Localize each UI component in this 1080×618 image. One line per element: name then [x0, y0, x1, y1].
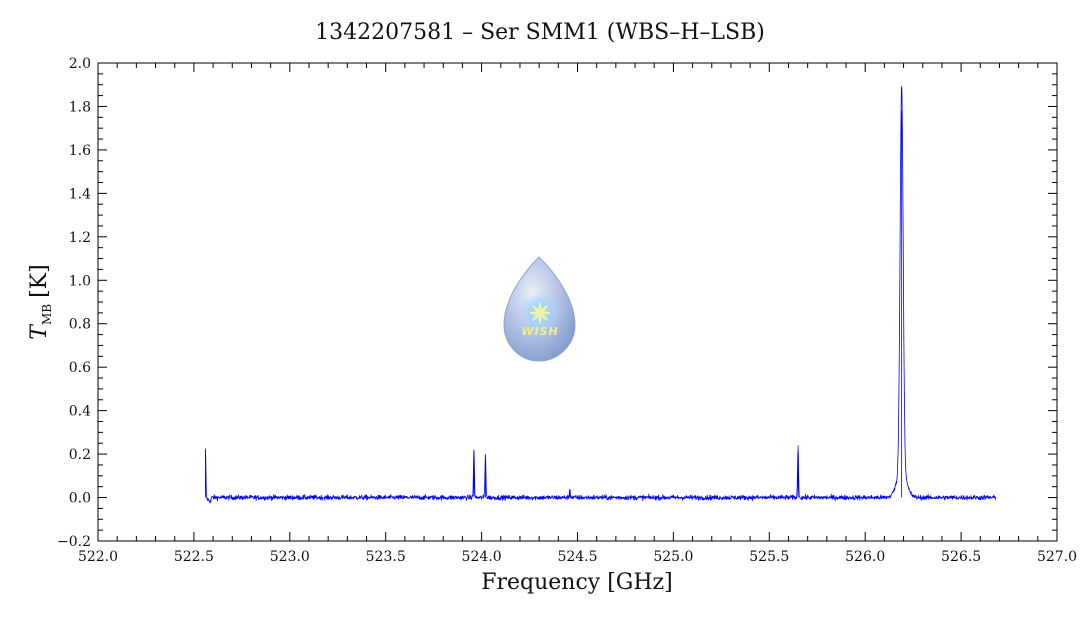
y-axis-symbol: T [27, 323, 52, 340]
x-tick-label: 524.0 [462, 549, 502, 565]
x-tick-label: 525.0 [653, 549, 693, 565]
y-tick-label: 0.2 [69, 447, 91, 463]
y-tick-labels: −0.2 0.0 0.2 0.4 0.6 0.8 1.0 1.2 1.4 1.6 1.8 2.0 [57, 56, 91, 550]
y-tick-label: 0.4 [69, 404, 91, 420]
y-axis-subscript: MB [40, 304, 54, 325]
y-tick-label: 1.0 [69, 273, 91, 289]
x-tick-label: 522.0 [78, 549, 118, 565]
y-axis-label: TMB [K] [27, 264, 54, 339]
logo-text: WISH [521, 325, 558, 338]
x-tick-label: 523.0 [270, 549, 310, 565]
y-tick-label: 1.2 [69, 230, 91, 246]
wish-logo: WISH [503, 256, 576, 362]
spectrum-line [205, 86, 997, 504]
x-tick-label: 525.5 [749, 549, 789, 565]
y-tick-label: 0.0 [69, 491, 91, 507]
y-tick-label: 0.8 [69, 317, 91, 333]
y-tick-label: 0.6 [69, 360, 91, 376]
x-tick-label: 523.5 [366, 549, 406, 565]
y-tick-label: 2.0 [69, 56, 91, 72]
y-tick-label: −0.2 [57, 534, 91, 550]
y-axis-unit: [K] [27, 264, 52, 298]
plot-frame [97, 62, 1058, 542]
chart-title: 1342207581 – Ser SMM1 (WBS–H–LSB) [315, 20, 765, 45]
y-tick-label: 1.4 [69, 186, 91, 202]
x-tick-label: 522.5 [174, 549, 214, 565]
x-tick-labels: 522.0 522.5 523.0 523.5 524.0 524.5 525.0 525.5… [78, 549, 1077, 565]
x-tick-label: 524.5 [557, 549, 597, 565]
axis-ticks [97, 62, 1058, 542]
y-tick-label: 1.8 [69, 99, 91, 115]
y-tick-label: 1.6 [69, 143, 91, 159]
x-axis-label: Frequency [GHz] [481, 570, 673, 595]
x-tick-label: 526.0 [845, 549, 885, 565]
x-tick-label: 527.0 [1037, 549, 1077, 565]
x-tick-label: 526.5 [941, 549, 981, 565]
star-icon [530, 303, 550, 323]
